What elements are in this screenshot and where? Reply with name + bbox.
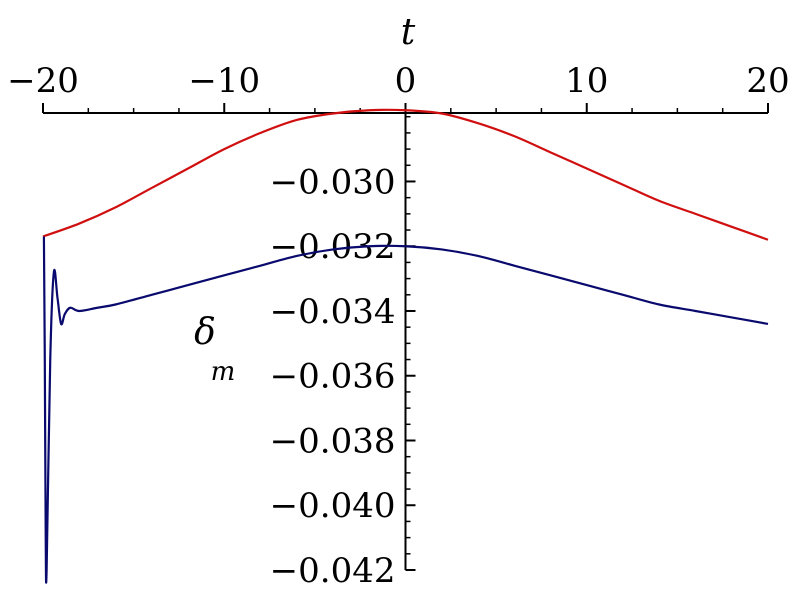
y-axis-label: δ — [194, 312, 216, 353]
y-tick-label: −0.042 — [270, 551, 396, 591]
x-tick-label: 20 — [746, 61, 789, 101]
y-tick-label: −0.030 — [270, 162, 396, 202]
x-tick-label: 0 — [395, 61, 417, 101]
x-tick-label: 10 — [565, 61, 608, 101]
y-tick-label: −0.038 — [270, 421, 396, 461]
x-axis-label: t — [401, 12, 416, 53]
x-tick-label: −10 — [188, 61, 260, 101]
y-tick-label: −0.036 — [270, 357, 396, 397]
series-line-blue — [42, 236, 769, 584]
y-tick-label: −0.034 — [270, 292, 396, 332]
plot-area: −20 −10 0 10 20 −0.030 −0.032 −0.034 −0.036 −0.03… — [7, 61, 790, 591]
x-tick-label: −20 — [7, 61, 79, 101]
series-line-red — [42, 108, 769, 241]
y-tick-label: −0.040 — [270, 486, 396, 526]
y-axis-label-subscript: m — [211, 357, 236, 387]
y-tick-label: −0.032 — [270, 227, 396, 267]
